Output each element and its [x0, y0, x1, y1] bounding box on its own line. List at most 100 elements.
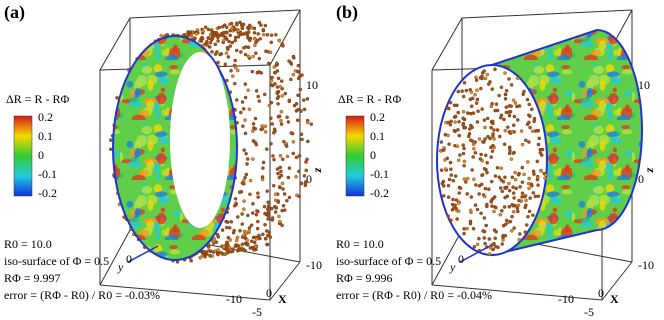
particle	[261, 232, 265, 237]
particle	[533, 194, 538, 199]
particle	[504, 186, 508, 191]
particle	[213, 249, 218, 253]
particle	[239, 50, 243, 54]
particle	[515, 206, 520, 211]
particle	[273, 192, 278, 196]
particle	[281, 187, 285, 191]
particle	[449, 119, 453, 124]
particle	[271, 154, 275, 158]
particle	[259, 23, 263, 27]
particle	[453, 114, 458, 119]
particle	[526, 160, 530, 164]
particle	[492, 195, 497, 199]
x-tick: -10	[558, 292, 574, 306]
particle	[513, 101, 518, 105]
particle	[257, 236, 261, 240]
inner-opening	[436, 64, 548, 256]
particle	[498, 212, 503, 217]
particle	[443, 133, 448, 137]
particle	[276, 199, 280, 203]
particle	[269, 33, 274, 37]
particle	[302, 98, 306, 102]
particle	[252, 26, 257, 31]
particle	[470, 104, 474, 108]
particle	[260, 175, 265, 179]
particle	[462, 163, 466, 168]
particle	[439, 140, 444, 144]
particle	[487, 237, 492, 241]
particle	[512, 226, 516, 230]
particle	[467, 127, 472, 131]
particle	[234, 98, 239, 102]
particle	[278, 84, 283, 89]
particle	[456, 110, 460, 115]
particle	[472, 177, 476, 182]
particle	[291, 54, 296, 59]
particle	[201, 249, 206, 254]
particle	[507, 145, 512, 150]
particle	[458, 153, 462, 157]
particle	[538, 147, 543, 152]
particle	[457, 158, 461, 162]
note: RΦ = 9.996	[336, 271, 393, 285]
particle	[271, 131, 276, 135]
note: R0 = 10.0	[4, 237, 52, 251]
particle	[246, 243, 250, 247]
particle	[232, 203, 237, 208]
particle	[299, 181, 304, 186]
particle	[247, 229, 251, 233]
particle	[527, 120, 531, 125]
particle	[257, 20, 262, 25]
particle	[280, 181, 285, 186]
particle	[494, 205, 498, 210]
particle	[237, 247, 242, 252]
particle	[535, 159, 540, 164]
particle	[208, 249, 212, 253]
particle	[232, 228, 236, 233]
particle	[477, 137, 482, 141]
particle	[285, 154, 290, 159]
note: error = (RΦ - R0) / R0 = -0.03%	[4, 288, 160, 302]
particle	[475, 97, 480, 102]
particle	[474, 101, 479, 105]
particle	[289, 77, 293, 82]
particle	[309, 122, 314, 126]
particle	[468, 219, 473, 224]
particle	[273, 210, 278, 214]
particle	[251, 139, 256, 143]
particle	[294, 175, 298, 179]
particle	[480, 173, 485, 177]
particle	[492, 209, 496, 214]
particle	[461, 116, 465, 121]
particle	[492, 128, 496, 132]
particle	[509, 157, 514, 161]
particle	[279, 173, 284, 178]
particle	[508, 148, 512, 153]
particle	[537, 136, 542, 141]
particle	[493, 174, 498, 178]
particle	[492, 242, 496, 246]
particle	[269, 206, 274, 211]
particle	[485, 170, 489, 175]
particle	[217, 25, 222, 30]
hole	[170, 52, 230, 228]
particle	[511, 191, 516, 195]
particle	[481, 229, 485, 233]
particle	[291, 140, 296, 144]
particle	[281, 204, 286, 208]
particle	[484, 223, 488, 228]
particle	[483, 137, 487, 141]
particle	[462, 80, 467, 85]
particle	[252, 248, 256, 252]
colorbar-tick: 0.1	[370, 129, 385, 143]
particle	[472, 245, 477, 249]
particle	[270, 122, 274, 126]
particle	[222, 245, 226, 249]
particle	[483, 76, 488, 81]
particle	[269, 116, 273, 120]
particle	[303, 180, 308, 184]
particle	[461, 109, 466, 114]
particle	[278, 219, 282, 224]
particle	[228, 44, 233, 48]
particle	[511, 151, 516, 155]
